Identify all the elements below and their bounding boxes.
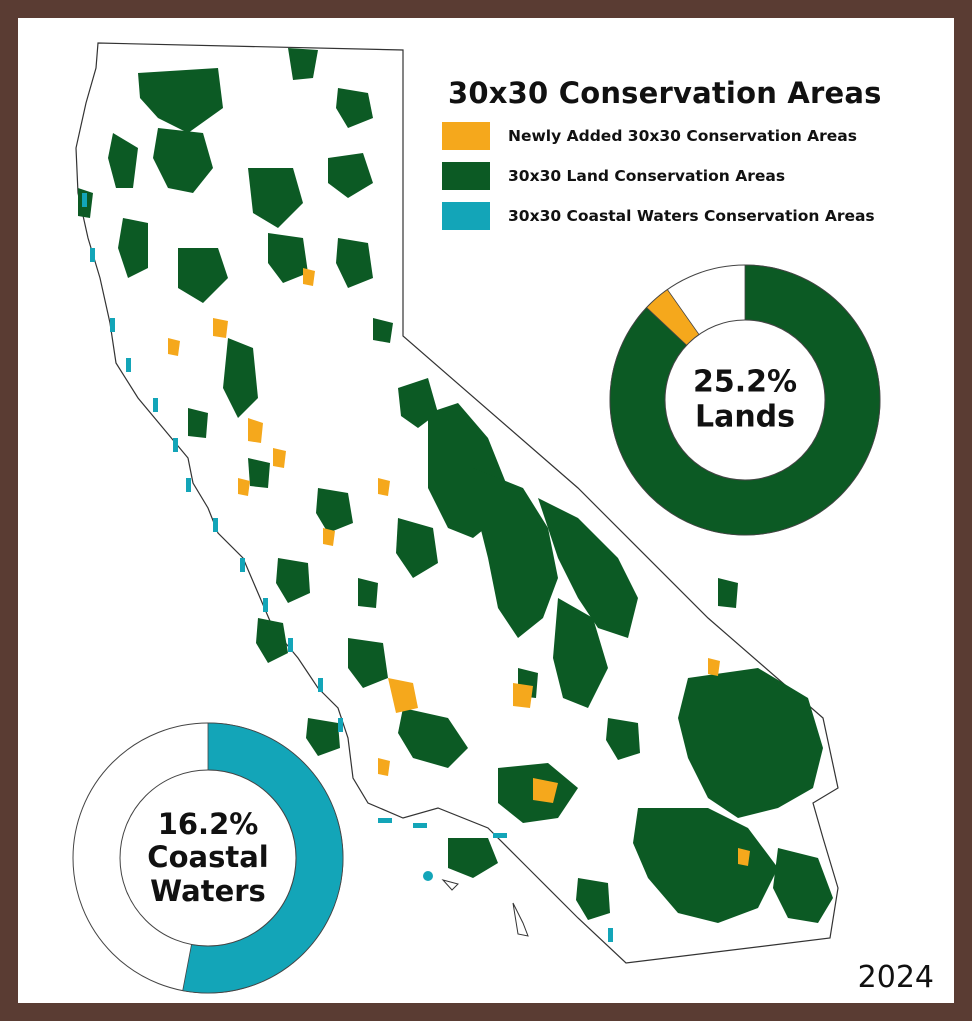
newly-added-areas	[168, 268, 750, 866]
legend-swatch-orange	[442, 122, 490, 150]
coastal-waters-donut-chart	[72, 722, 344, 994]
lands-donut-chart	[609, 264, 881, 536]
legend-label: 30x30 Land Conservation Areas	[508, 167, 786, 185]
coastal-donut-label: 16.2% Coastal Waters	[147, 806, 269, 908]
lands-name: Lands	[694, 399, 796, 434]
legend-label: Newly Added 30x30 Conservation Areas	[508, 127, 857, 145]
legend-item-newly-added: Newly Added 30x30 Conservation Areas	[442, 122, 882, 150]
map-panel: 30x30 Conservation Areas Newly Added 30x…	[18, 18, 954, 1003]
map-title: 30x30 Conservation Areas	[448, 76, 882, 110]
legend: 30x30 Conservation Areas Newly Added 30x…	[442, 76, 882, 230]
coastal-line1: Coastal	[147, 840, 269, 875]
legend-swatch-teal	[442, 202, 490, 230]
california-map	[72, 42, 881, 994]
channel-islands	[441, 879, 529, 937]
legend-item-coastal: 30x30 Coastal Waters Conservation Areas	[442, 202, 882, 230]
legend-item-land: 30x30 Land Conservation Areas	[442, 162, 882, 190]
legend-label: 30x30 Coastal Waters Conservation Areas	[508, 207, 875, 225]
lands-percent: 25.2%	[692, 364, 798, 400]
coastal-waters-areas	[82, 193, 613, 942]
coastal-percent: 16.2%	[157, 806, 259, 841]
legend-swatch-green	[442, 162, 490, 190]
lands-donut-label: 25.2% Lands	[692, 364, 798, 435]
year-label: 2024	[857, 960, 934, 995]
coastal-line2: Waters	[150, 873, 266, 908]
